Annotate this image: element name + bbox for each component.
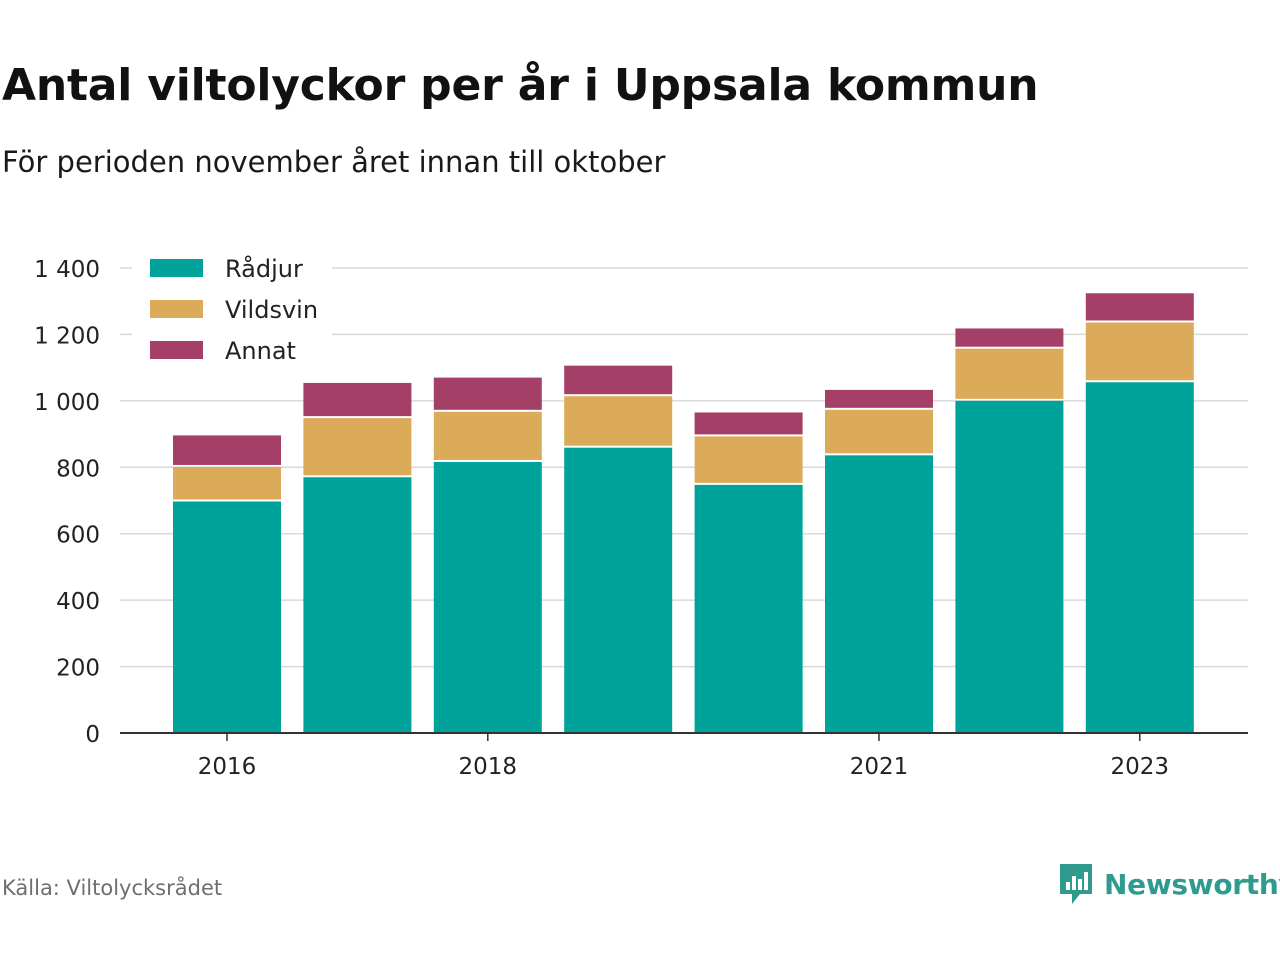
y-tick-label: 200 [56, 656, 100, 682]
x-tick-label-2018: 2018 [459, 754, 518, 780]
bar-rådjur-2022 [955, 400, 1064, 733]
y-tick-label: 800 [56, 456, 100, 482]
bar-vildsvin-2018 [433, 411, 542, 460]
bar-vildsvin-2023 [1085, 322, 1194, 381]
x-tick-label-2016: 2016 [198, 754, 257, 780]
x-tick-label-2021: 2021 [850, 754, 909, 780]
chart-title: Antal viltolyckor per år i Uppsala kommu… [2, 60, 1039, 111]
bar-annat-2018 [433, 377, 542, 410]
bar-vildsvin-2019 [564, 396, 673, 446]
bar-vildsvin-2020 [694, 436, 803, 483]
y-tick-label: 600 [56, 523, 100, 549]
bar-rådjur-2019 [564, 447, 673, 733]
bar-annat-2016 [173, 435, 281, 465]
brand-name: Newsworthy [1104, 867, 1280, 901]
bar-rådjur-2016 [173, 501, 281, 733]
legend-label-annat: Annat [225, 337, 296, 365]
bar-annat-2017 [303, 382, 412, 417]
bar-vildsvin-2016 [173, 466, 281, 500]
bar-annat-2020 [694, 412, 803, 435]
bar-annat-2019 [564, 365, 673, 395]
y-tick-label: 400 [56, 589, 100, 615]
legend-swatch-rådjur [150, 259, 203, 277]
bar-annat-2022 [955, 328, 1064, 347]
legend-label-vildsvin: Vildsvin [225, 296, 318, 324]
bar-rådjur-2017 [303, 477, 412, 733]
legend-label-rådjur: Rådjur [225, 254, 303, 283]
bar-rådjur-2021 [825, 455, 933, 733]
source-note: Källa: Viltolycksrådet [2, 876, 223, 900]
bar-vildsvin-2017 [303, 418, 412, 476]
bar-annat-2023 [1085, 293, 1194, 321]
brand-logo: Newsworthy [1058, 862, 1280, 906]
bar-vildsvin-2021 [825, 409, 933, 454]
bar-annat-2021 [825, 389, 933, 408]
bar-vildsvin-2022 [955, 348, 1064, 399]
bar-rådjur-2020 [694, 484, 803, 733]
newsworthy-logo-icon [1060, 864, 1092, 904]
y-tick-label: 1 400 [34, 257, 100, 283]
y-tick-label: 0 [85, 722, 100, 748]
bar-rådjur-2018 [433, 461, 542, 733]
y-tick-label: 1 000 [34, 390, 100, 416]
legend-swatch-annat [150, 341, 203, 359]
bar-rådjur-2023 [1085, 382, 1194, 733]
chart-subtitle: För perioden november året innan till ok… [2, 145, 666, 179]
y-tick-label: 1 200 [34, 323, 100, 349]
legend-swatch-vildsvin [150, 300, 203, 318]
x-tick-label-2023: 2023 [1111, 754, 1170, 780]
